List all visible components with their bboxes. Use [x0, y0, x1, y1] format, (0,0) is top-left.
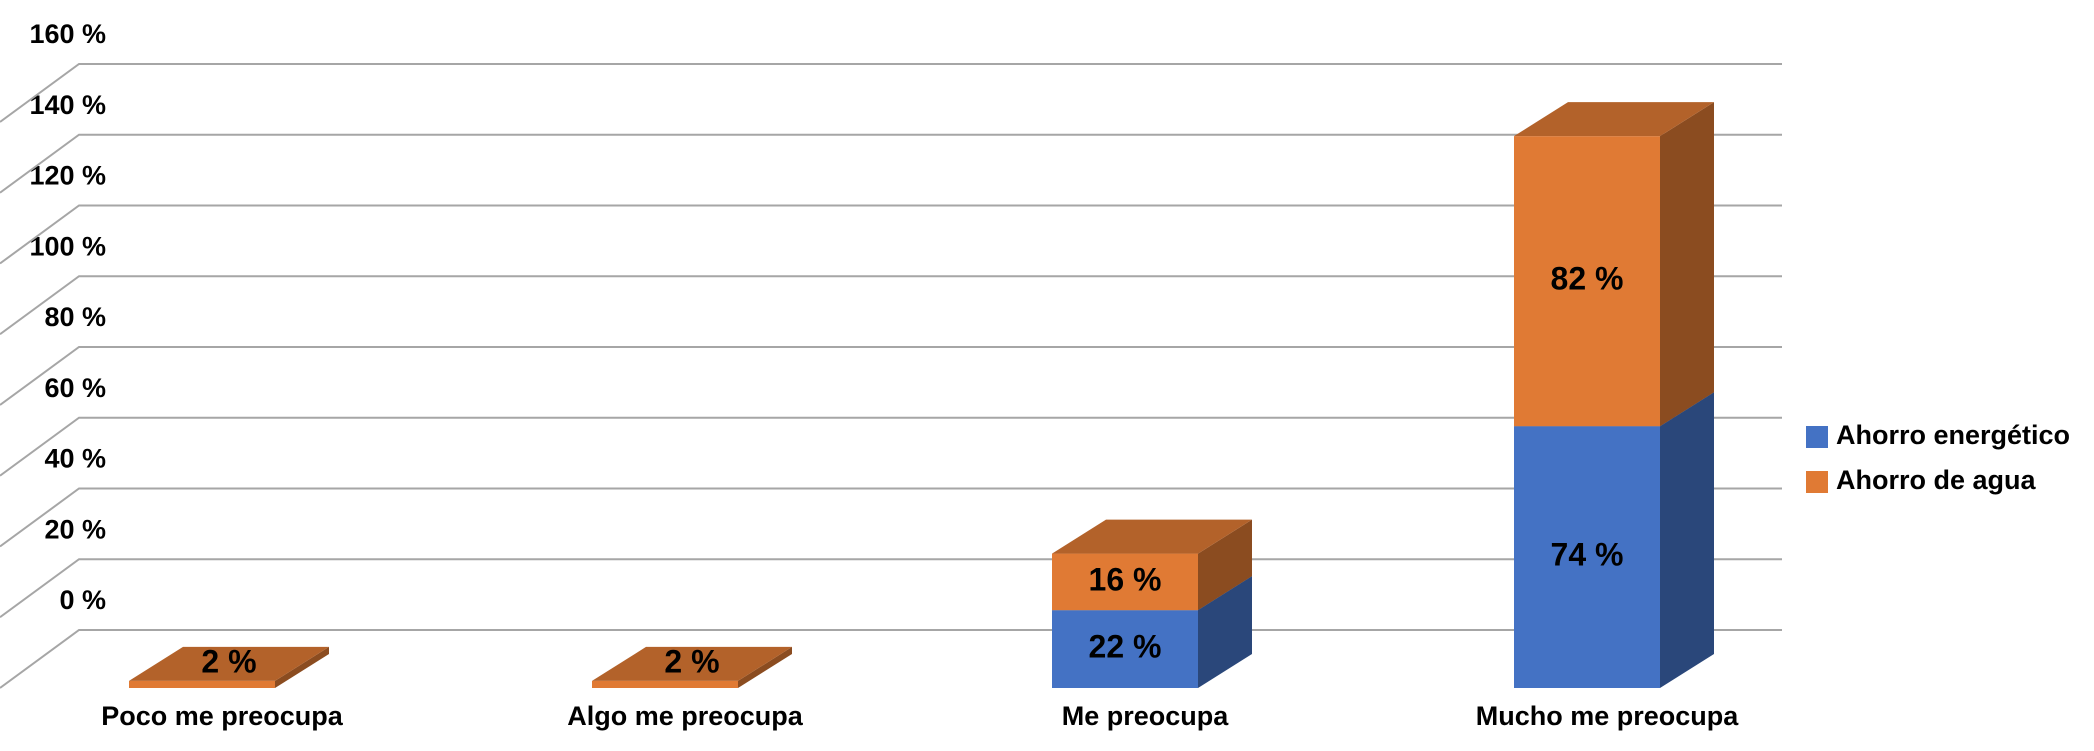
bar	[1052, 610, 1198, 688]
bar-top	[1514, 102, 1714, 137]
legend-label: Ahorro de agua	[1836, 465, 2037, 495]
legend-marker	[1806, 426, 1828, 448]
grid-line	[0, 133, 1782, 194]
x-tick-label: Mucho me preocupa	[1476, 701, 1740, 731]
data-label: 2 %	[664, 643, 719, 679]
data-label: 16 %	[1089, 561, 1162, 597]
bar	[129, 680, 275, 688]
bar-side	[1660, 392, 1714, 688]
bar	[592, 680, 738, 688]
y-tick-label: 120 %	[29, 161, 106, 191]
grid-line	[0, 63, 1782, 123]
bar-top	[592, 646, 792, 681]
bar-side	[275, 646, 329, 688]
bar-side	[1660, 102, 1714, 427]
bar-side	[1198, 576, 1252, 688]
bar	[1052, 553, 1198, 611]
bar	[1514, 426, 1660, 688]
y-tick-label: 60 %	[44, 373, 106, 403]
bar-top	[129, 646, 329, 681]
grid-line	[0, 346, 1782, 406]
x-tick-label: Me preocupa	[1062, 701, 1230, 731]
bar-side	[738, 646, 792, 688]
grid-line	[0, 275, 1782, 336]
y-tick-label: 80 %	[44, 302, 106, 332]
bar-side	[1198, 519, 1252, 611]
bar-top	[1052, 519, 1252, 554]
data-label: 22 %	[1089, 629, 1162, 665]
grid-line	[0, 204, 1782, 265]
grid-line	[0, 416, 1782, 477]
legend-marker	[1806, 471, 1828, 493]
legend-label: Ahorro energético	[1836, 420, 2070, 450]
grid-line	[0, 487, 1782, 548]
x-tick-label: Poco me preocupa	[101, 701, 344, 731]
data-label: 74 %	[1551, 537, 1624, 573]
y-tick-label: 160 %	[29, 19, 106, 49]
data-label: 2 %	[201, 643, 256, 679]
data-label: 82 %	[1551, 261, 1624, 297]
y-tick-label: 0 %	[59, 585, 106, 615]
y-tick-label: 20 %	[44, 514, 106, 544]
y-tick-label: 40 %	[44, 444, 106, 474]
x-tick-label: Algo me preocupa	[567, 701, 804, 731]
bar	[1514, 136, 1660, 427]
y-tick-label: 140 %	[29, 90, 106, 120]
y-tick-label: 100 %	[29, 231, 106, 261]
